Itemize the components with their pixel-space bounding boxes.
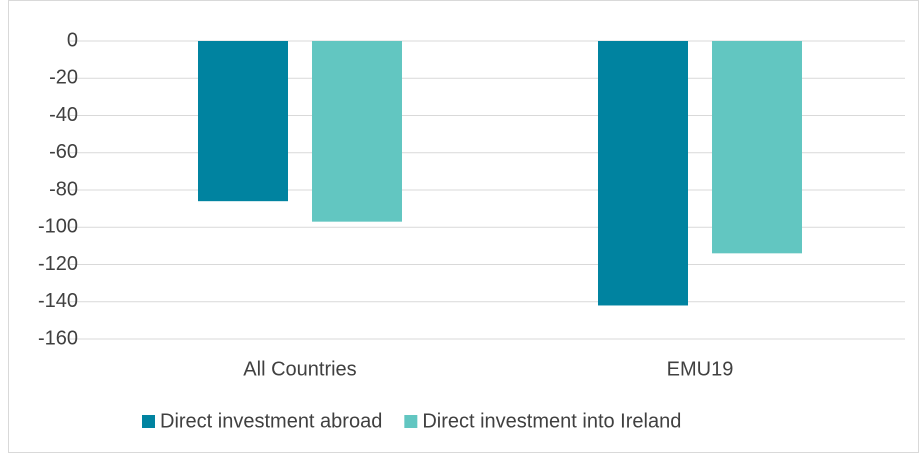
legend-label: Direct investment into Ireland: [422, 410, 681, 432]
bar: [198, 41, 288, 202]
bar: [312, 41, 402, 222]
y-tick-label: 0: [67, 29, 78, 51]
y-tick-label: -120: [38, 253, 78, 275]
bar: [598, 41, 688, 306]
y-tick-label: -160: [38, 327, 78, 349]
x-tick-label: All Countries: [243, 358, 356, 380]
legend-label: Direct investment abroad: [160, 410, 382, 432]
y-tick-label: -80: [49, 178, 78, 200]
bar: [712, 41, 802, 254]
y-tick-label: -140: [38, 290, 78, 312]
y-tick-label: -40: [49, 104, 78, 126]
y-tick-label: -100: [38, 216, 78, 238]
legend-swatch: [142, 415, 155, 428]
legend-swatch: [404, 415, 418, 428]
y-tick-label: -60: [49, 141, 78, 163]
x-tick-label: EMU19: [667, 358, 734, 380]
y-tick-label: -20: [49, 67, 78, 89]
